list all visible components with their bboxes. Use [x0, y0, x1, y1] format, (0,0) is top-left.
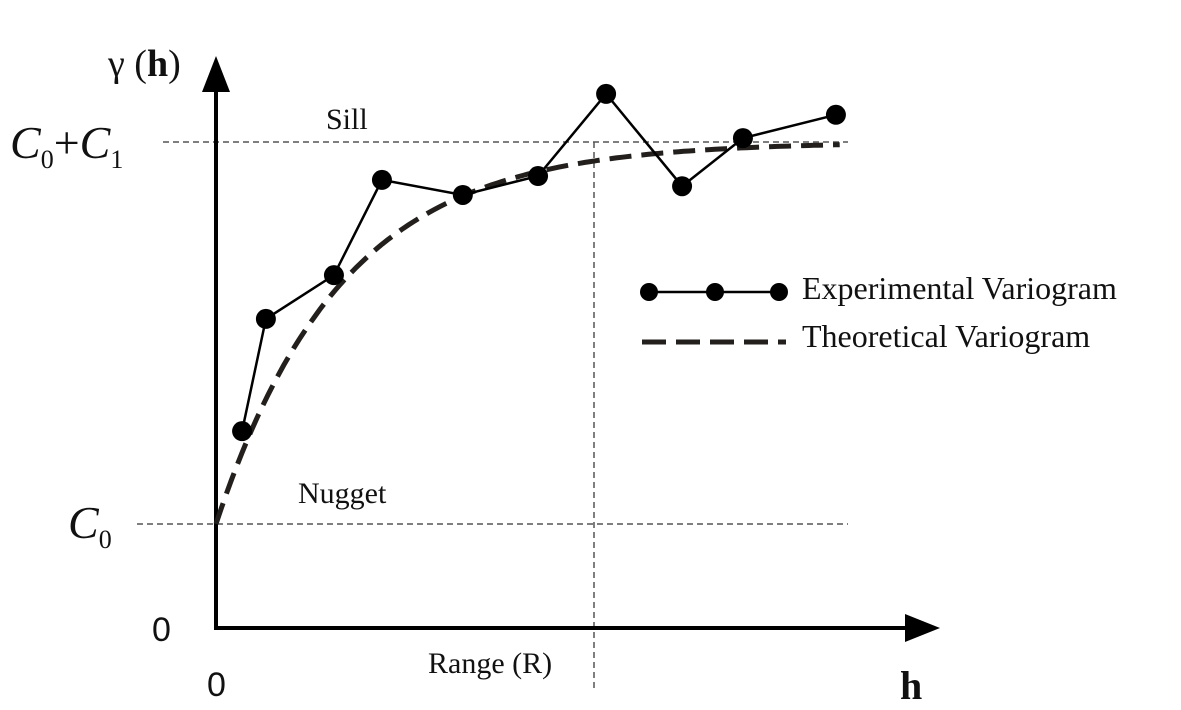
legend-experimental-dot [770, 283, 788, 301]
legend-experimental-dot [640, 283, 658, 301]
experimental-point [452, 184, 473, 205]
nugget-tick-label: C0 [68, 497, 112, 554]
theoretical-variogram-curve [213, 142, 840, 525]
experimental-point [323, 265, 344, 286]
experimental-point [528, 166, 549, 187]
y-axis-arrow-icon [202, 56, 230, 92]
range-annotation: Range (R) [428, 647, 552, 680]
experimental-point [825, 104, 846, 125]
nugget-annotation: Nugget [298, 477, 387, 510]
experimental-point [371, 169, 392, 190]
legend-experimental-dot [706, 283, 724, 301]
experimental-point [596, 83, 617, 104]
y-origin-label: 0 [152, 611, 171, 649]
experimental-point [255, 308, 276, 329]
experimental-variogram-line [240, 91, 837, 432]
series-theoretical-variogram [213, 142, 840, 525]
legend-theoretical-label: Theoretical Variogram [802, 318, 1090, 354]
experimental-point [732, 128, 753, 149]
experimental-point [672, 176, 693, 197]
x-origin-label: 0 [207, 666, 226, 704]
sill-annotation: Sill [326, 103, 368, 136]
sill-tick-label: C0+C1 [10, 117, 123, 174]
x-axis-label: h [900, 663, 922, 708]
x-axis-arrow-icon [905, 614, 940, 642]
y-axis-label: γ (h) [107, 43, 181, 85]
legend-experimental-label: Experimental Variogram [802, 270, 1117, 306]
series-experimental-variogram [232, 83, 846, 442]
experimental-point [232, 421, 253, 442]
legend-experimental-marker [640, 283, 788, 301]
legend: Experimental Variogram Theoretical Vario… [640, 270, 1117, 354]
